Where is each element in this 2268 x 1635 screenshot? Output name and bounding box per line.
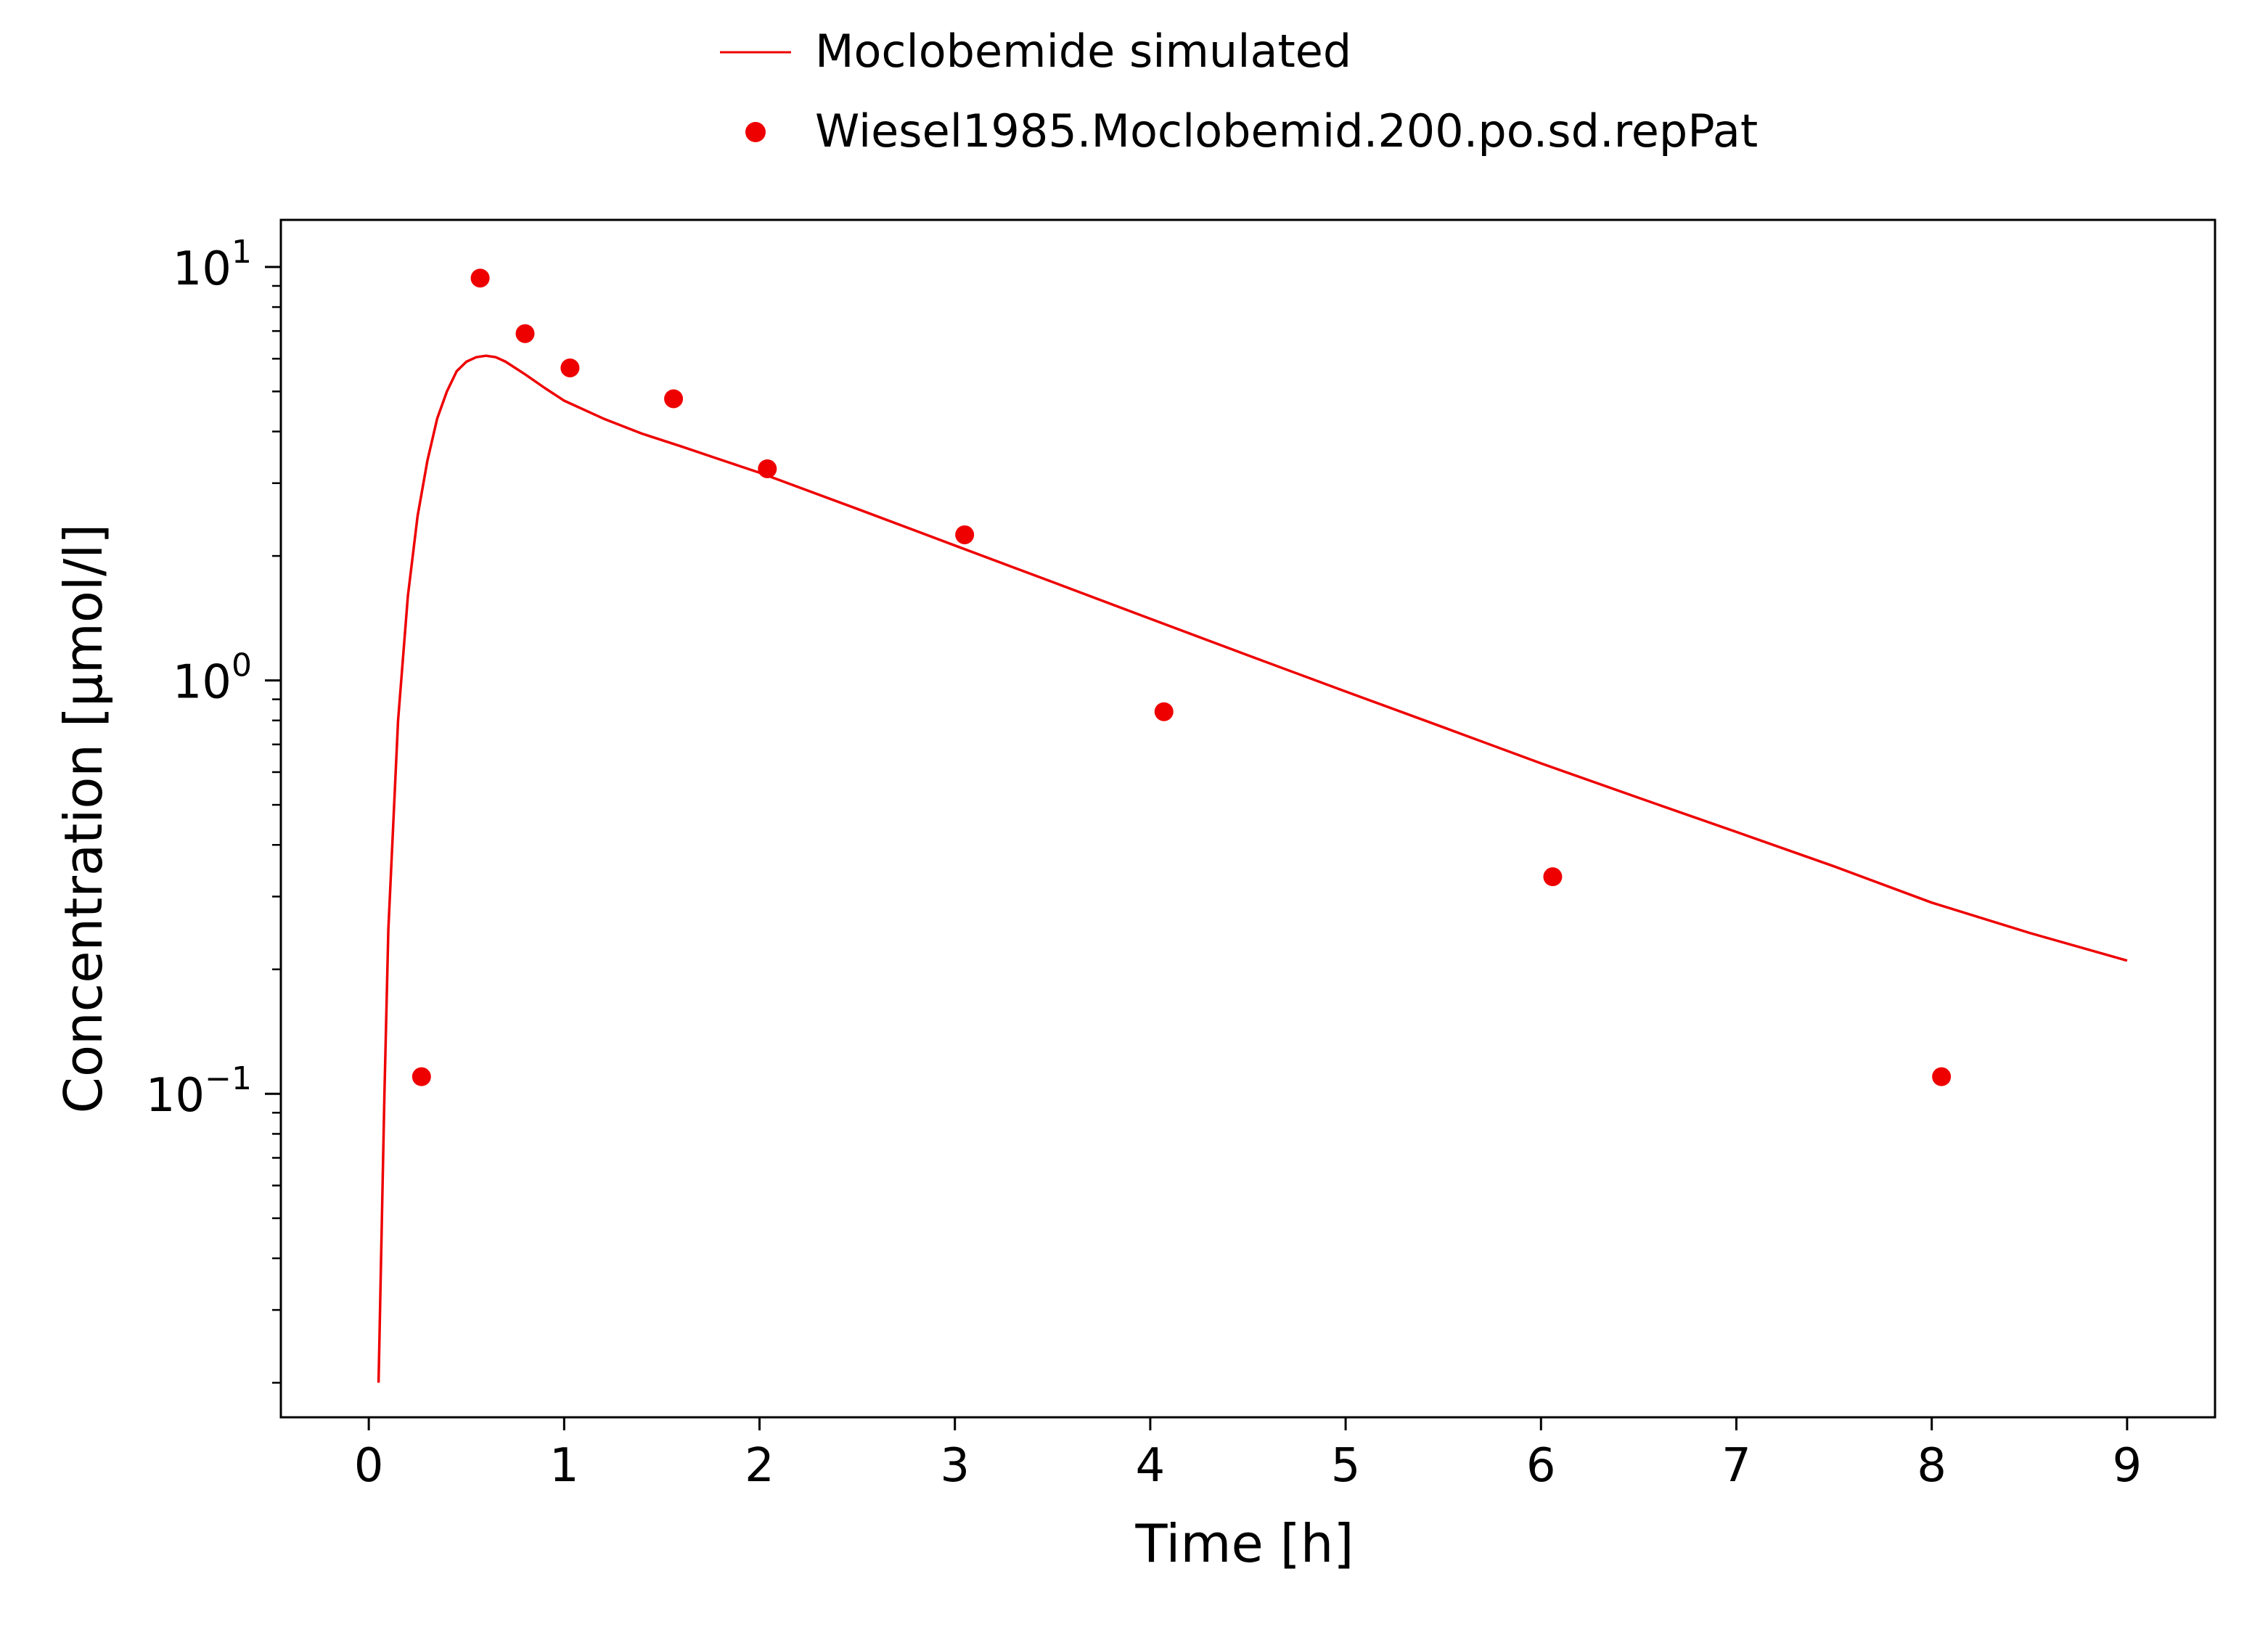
observed-data-point (664, 389, 684, 409)
x-tick-label: 9 (2113, 1439, 2142, 1493)
legend: Moclobemide simulated Wiesel1985.Moclobe… (720, 25, 1758, 157)
plot-area (377, 269, 2128, 1383)
x-tick-label: 0 (354, 1439, 384, 1493)
x-axis-label: Time [h] (1135, 1513, 1354, 1574)
x-tick-label: 5 (1331, 1439, 1361, 1493)
observed-data-point (515, 324, 535, 343)
x-tick-label: 8 (1917, 1439, 1946, 1493)
observed-data-point (412, 1067, 431, 1086)
legend-label-observed: Wiesel1985.Moclobemid.200.po.sd.repPat (815, 105, 1758, 157)
y-axis: 10−1 100 101 (146, 234, 281, 1384)
observed-data-point (560, 358, 580, 377)
observed-data-point (1154, 702, 1174, 721)
x-tick-label: 7 (1722, 1439, 1751, 1493)
x-axis: 0 1 2 3 4 5 6 7 8 9 (354, 1417, 2142, 1493)
y-tick-label: 100 (173, 647, 252, 710)
plot-frame (279, 218, 2216, 1419)
observed-data-point (1543, 867, 1563, 887)
y-axis-label: Concentration [µmol/l] (53, 524, 114, 1114)
observed-data-point (1932, 1067, 1952, 1086)
legend-marker-swatch (745, 122, 766, 142)
x-tick-label: 3 (940, 1439, 970, 1493)
legend-label-simulated: Moclobemide simulated (815, 25, 1351, 78)
observed-data-point (470, 269, 490, 288)
x-tick-label: 1 (549, 1439, 579, 1493)
y-tick-label: 10−1 (146, 1060, 252, 1123)
x-tick-label: 6 (1526, 1439, 1556, 1493)
y-tick-label: 101 (173, 234, 252, 296)
x-tick-label: 2 (745, 1439, 774, 1493)
simulated-concentration-line (377, 354, 2128, 1383)
x-tick-label: 4 (1136, 1439, 1166, 1493)
observed-data-point (955, 525, 975, 544)
observed-data-point (758, 459, 777, 478)
